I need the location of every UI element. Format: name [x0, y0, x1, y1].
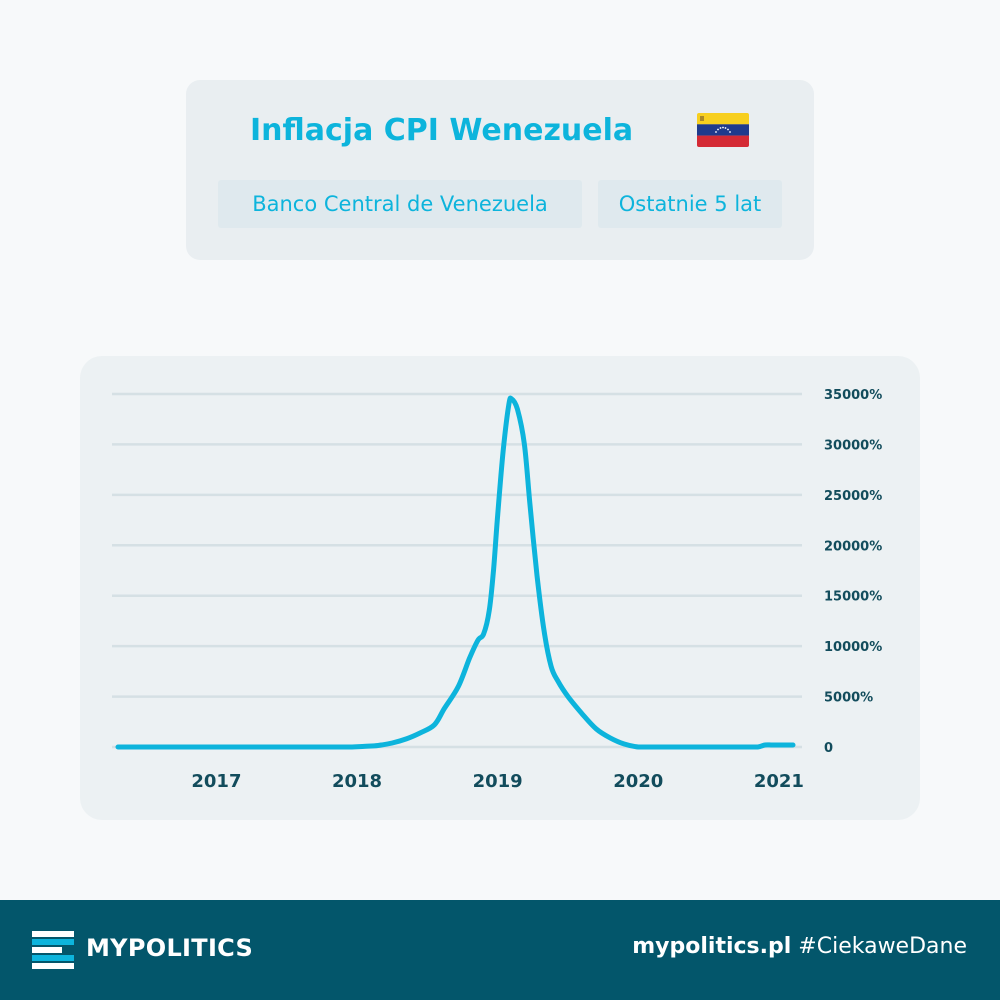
x-tick-label: 2018	[332, 771, 382, 792]
y-tick-label: 0	[824, 741, 833, 756]
chart-card: 35000% 30000% 25000% 20000% 15000% 10000% 5000…	[80, 356, 920, 820]
series-lines	[115, 395, 796, 750]
period-tag: Ostatnie 5 lat	[598, 180, 782, 228]
x-axis-ticks: 2017 2018 2019 2020 2021	[191, 771, 804, 792]
footer-bar: MYPOLITICS mypolitics.pl #CiekaweDane	[0, 900, 1000, 1000]
grid-lines	[112, 392, 802, 749]
brand-name: MYPOLITICS	[86, 934, 254, 962]
y-tick-label: 15000%	[824, 590, 882, 605]
x-tick-label: 2021	[754, 771, 804, 792]
source-tag: Banco Central de Venezuela	[218, 180, 582, 228]
site-link[interactable]: mypolitics.pl	[632, 934, 792, 959]
chart-title-row: Inflacja CPI Wenezuela	[250, 108, 633, 152]
y-tick-label: 5000%	[824, 691, 873, 706]
y-tick-label: 25000%	[824, 489, 882, 504]
y-tick-label: 30000%	[824, 438, 882, 453]
x-tick-label: 2020	[613, 771, 663, 792]
chart-title: Inflacja CPI Wenezuela	[250, 112, 634, 148]
inflation-line-chart: 35000% 30000% 25000% 20000% 15000% 10000% 5000…	[112, 388, 882, 792]
hashtag: #CiekaweDane	[791, 934, 967, 959]
header-card	[186, 80, 814, 260]
x-tick-label: 2017	[191, 771, 241, 792]
y-tick-label: 10000%	[824, 640, 882, 655]
mypolitics-logo-icon	[32, 931, 74, 969]
inflation-series-line	[115, 395, 796, 750]
y-tick-label: 20000%	[824, 539, 882, 554]
x-tick-label: 2019	[473, 771, 523, 792]
y-axis-ticks: 35000% 30000% 25000% 20000% 15000% 10000% 5000…	[824, 388, 882, 756]
venezuela-flag-icon	[697, 113, 749, 147]
y-tick-label: 35000%	[824, 388, 882, 403]
footer-links: mypolitics.pl #CiekaweDane	[632, 934, 967, 959]
